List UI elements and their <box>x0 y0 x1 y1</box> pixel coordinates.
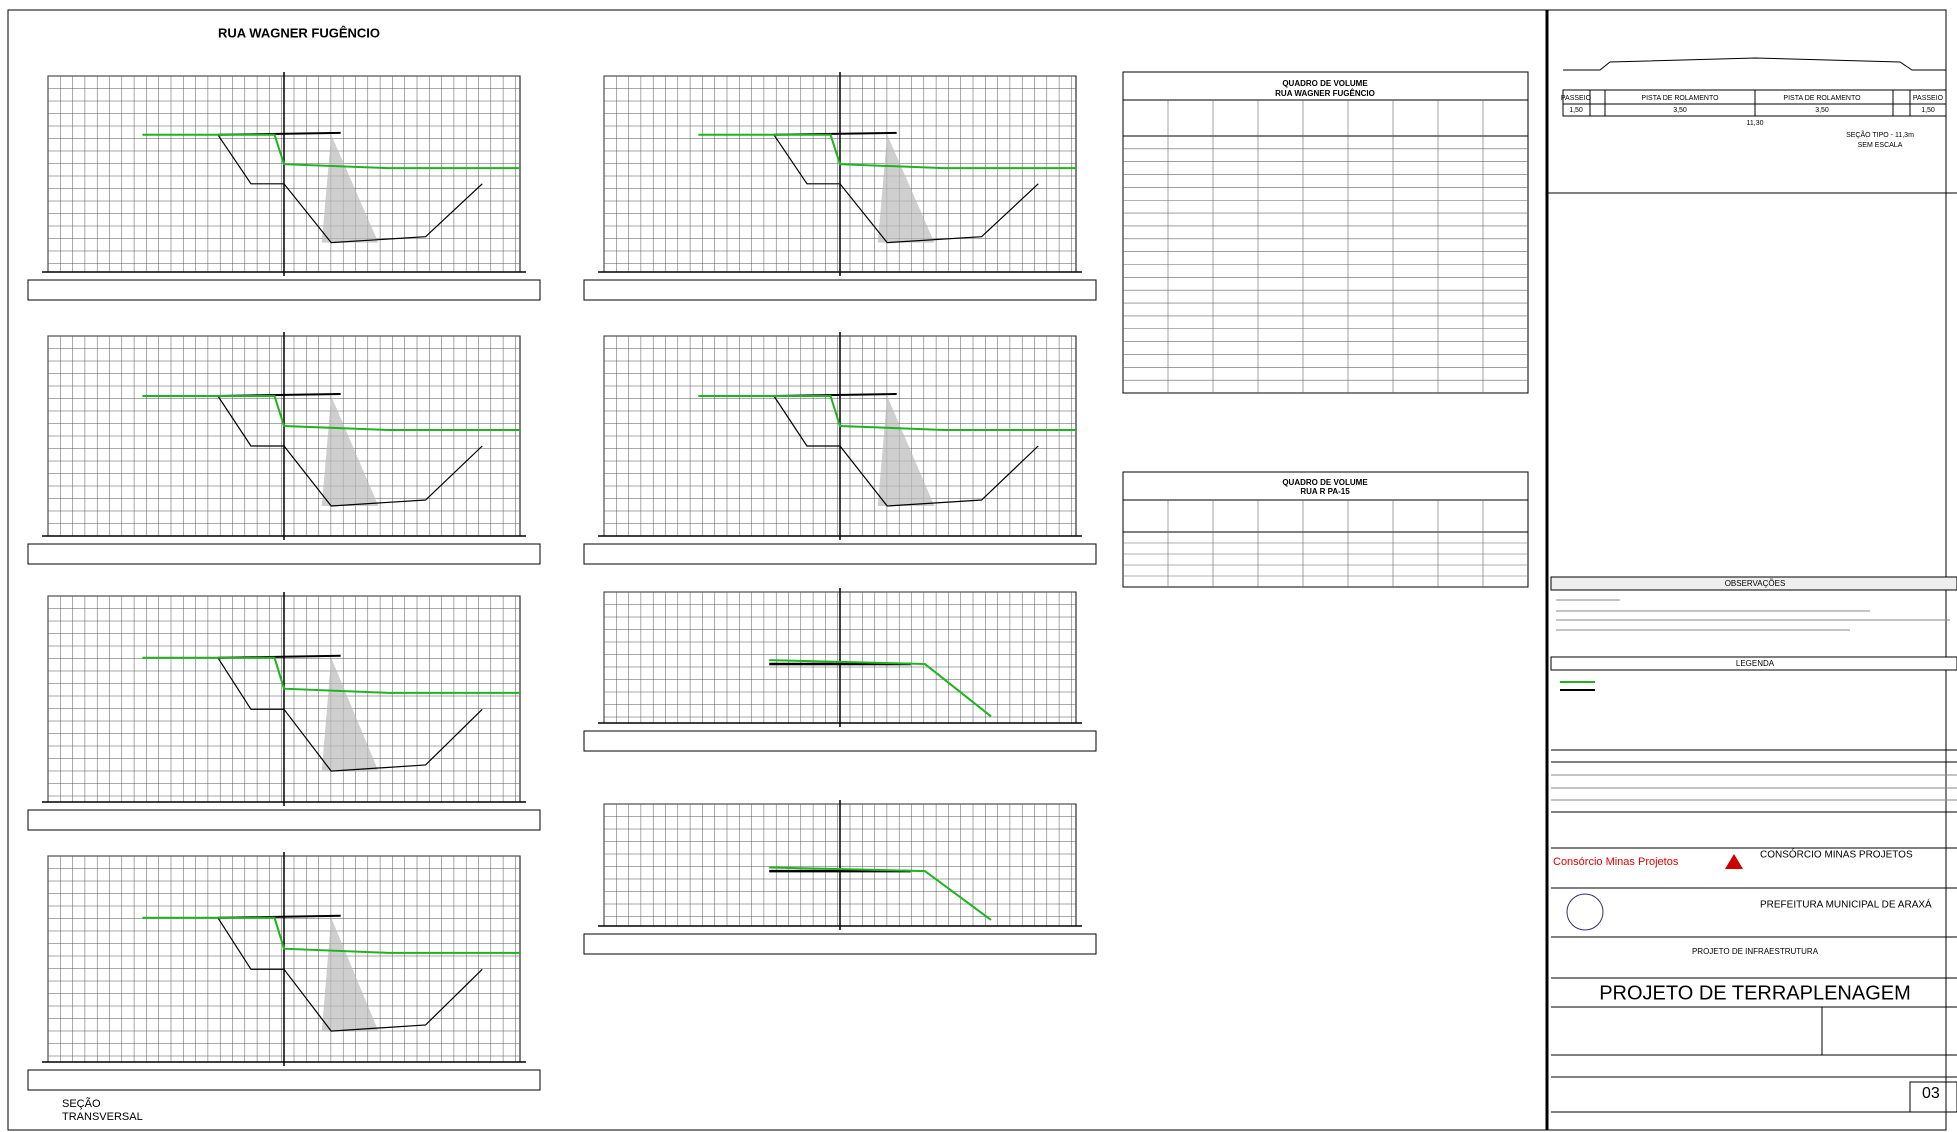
station-strip <box>28 1070 540 1090</box>
drawing-title: RUA WAGNER FUGÊNCIO <box>218 25 380 40</box>
project-name: PROJETO DE INFRAESTRUTURA <box>1692 947 1819 956</box>
station-strip <box>584 280 1096 300</box>
table-subtitle: RUA R PA-15 <box>1300 487 1350 496</box>
observations-title: OBSERVAÇÕES <box>1725 579 1786 588</box>
consortium-name: Consórcio Minas Projetos <box>1553 856 1679 868</box>
volume-table <box>1123 72 1528 393</box>
table-title: QUADRO DE VOLUME <box>1282 478 1368 487</box>
section-label: PASSEIO <box>1561 95 1592 102</box>
drawing-sheet: RUA WAGNER FUGÊNCIO SEÇÃO TRANSVERSAL QU… <box>0 0 1957 1132</box>
station-strip <box>584 731 1096 751</box>
cross-sections <box>28 72 1528 1090</box>
section-dim: 1,50 <box>1921 107 1935 114</box>
station-strip <box>28 544 540 564</box>
section-dim: 1,50 <box>1569 107 1583 114</box>
station-strip <box>28 280 540 300</box>
section-caption: SEÇÃO TIPO - 11,3m <box>1846 130 1914 139</box>
section-dim: 3,50 <box>1673 107 1687 114</box>
section-label: PISTA DE ROLAMENTO <box>1641 95 1719 102</box>
station-strip <box>584 934 1096 954</box>
client-name: PREFEITURA MUNICIPAL DE ARAXÁ <box>1760 898 1932 911</box>
caption: TRANSVERSAL <box>62 1111 143 1123</box>
drawing-name: PROJETO DE TERRAPLENAGEM <box>1599 982 1911 1004</box>
section-label: PISTA DE ROLAMENTO <box>1783 95 1861 102</box>
page: {"drawing":{"title":"RUA WAGNER FUGÊNCIO… <box>0 0 1957 1132</box>
section-label: PASSEIO <box>1913 95 1944 102</box>
section-profile <box>1563 58 1946 70</box>
section-total: 11,30 <box>1747 120 1764 127</box>
station-strip <box>584 544 1096 564</box>
consortium-logo <box>1725 854 1743 869</box>
table-subtitle: RUA WAGNER FUGÊNCIO <box>1275 89 1375 98</box>
sheet-number: 03 <box>1922 1085 1940 1102</box>
station-strip <box>28 810 540 830</box>
caption: SEÇÃO <box>62 1097 101 1110</box>
city-seal <box>1567 894 1603 930</box>
table-title: QUADRO DE VOLUME <box>1282 79 1368 88</box>
legend-title: LEGENDA <box>1736 659 1775 668</box>
section-scale: SEM ESCALA <box>1858 142 1903 149</box>
typical-section: PASSEIO PISTA DE ROLAMENTO PISTA DE ROLA… <box>1561 58 1946 149</box>
consortium-caps: CONSÓRCIO MINAS PROJETOS <box>1760 848 1913 861</box>
title-block: OBSERVAÇÕES LEGENDA Consórcio Minas Proj… <box>1551 577 1957 1112</box>
section-dim: 3,50 <box>1815 107 1829 114</box>
